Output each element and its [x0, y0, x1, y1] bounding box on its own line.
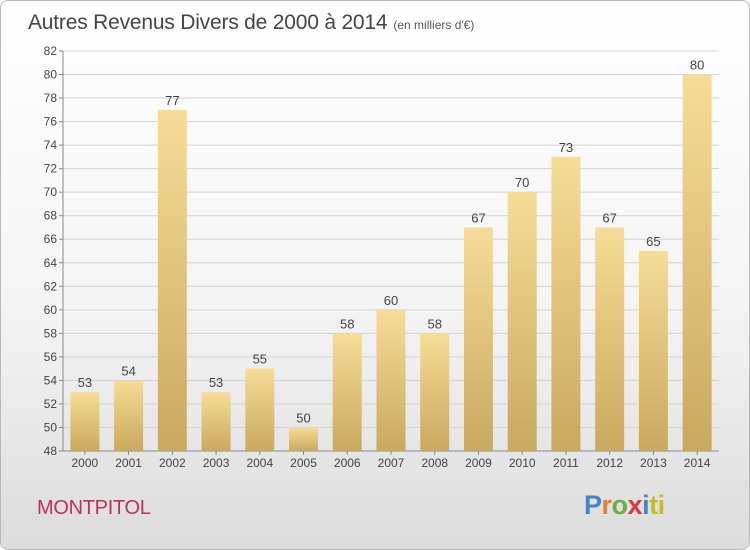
y-tick-label: 66 — [44, 232, 58, 246]
data-label: 65 — [646, 234, 660, 249]
data-label: 80 — [690, 58, 704, 73]
data-label: 53 — [78, 375, 92, 390]
y-tick-label: 72 — [44, 162, 58, 176]
logo-letter: r — [601, 490, 613, 520]
y-tick-label: 68 — [44, 209, 58, 223]
x-tick-label: 2001 — [115, 456, 142, 470]
bar — [551, 156, 581, 451]
bar — [114, 380, 144, 451]
x-tick-label: 2004 — [246, 456, 273, 470]
x-tick-label: 2006 — [334, 456, 361, 470]
y-tick-label: 56 — [44, 350, 58, 364]
chart-title: Autres Revenus Divers de 2000 à 2014 (en … — [28, 11, 474, 35]
data-label: 77 — [165, 93, 179, 108]
data-label: 55 — [253, 352, 267, 367]
y-tick-label: 52 — [44, 397, 58, 411]
y-tick-label: 50 — [44, 420, 58, 434]
bar — [638, 251, 668, 451]
y-tick-label: 70 — [44, 185, 58, 199]
x-tick-label: 2002 — [159, 456, 186, 470]
x-tick-label: 2012 — [596, 456, 623, 470]
title-unit: (en milliers d'€) — [393, 18, 475, 32]
bar — [376, 309, 406, 451]
y-tick-label: 80 — [44, 68, 58, 82]
x-tick-label: 2003 — [203, 456, 230, 470]
x-tick-label: 2005 — [290, 456, 317, 470]
bar — [463, 227, 493, 451]
title-text: Autres Revenus Divers de 2000 à 2014 — [28, 11, 388, 34]
x-tick-label: 2009 — [465, 456, 492, 470]
data-label: 58 — [427, 316, 441, 331]
y-tick-label: 64 — [44, 256, 58, 270]
x-tick-label: 2010 — [509, 456, 536, 470]
bar — [157, 109, 187, 451]
logo-letter: i — [642, 490, 650, 520]
logo-letter: x — [627, 490, 643, 520]
data-label: 67 — [471, 210, 485, 225]
data-label: 67 — [602, 210, 616, 225]
logo-letter: P — [584, 490, 602, 520]
y-tick-label: 74 — [44, 138, 58, 152]
y-tick-label: 76 — [44, 115, 58, 129]
y-tick-label: 60 — [44, 303, 58, 317]
data-label: 58 — [340, 316, 354, 331]
bar — [245, 368, 275, 451]
bar — [332, 333, 362, 451]
bar — [289, 427, 319, 451]
data-label: 50 — [296, 410, 310, 425]
data-label: 53 — [209, 375, 223, 390]
y-tick-label: 78 — [44, 91, 58, 105]
x-tick-label: 2007 — [378, 456, 405, 470]
x-tick-label: 2014 — [684, 456, 711, 470]
commune-name: MONTPITOL — [37, 497, 151, 519]
x-tick-label: 2011 — [553, 456, 579, 470]
bar — [595, 227, 625, 451]
y-tick-label: 58 — [44, 326, 58, 340]
bar — [682, 74, 712, 451]
x-tick-label: 2000 — [72, 456, 99, 470]
y-tick-label: 62 — [44, 279, 58, 293]
logo-letter: o — [611, 490, 629, 520]
data-label: 73 — [559, 140, 573, 155]
x-tick-label: 2013 — [640, 456, 667, 470]
y-tick-label: 54 — [44, 373, 58, 387]
bar — [420, 333, 450, 451]
proxiti-logo: Proxiti — [584, 490, 665, 521]
logo-letter: ti — [649, 490, 665, 520]
bar — [70, 392, 100, 451]
x-tick-label: 2008 — [421, 456, 448, 470]
data-label: 54 — [121, 363, 135, 378]
y-tick-label: 82 — [44, 44, 58, 58]
bar — [507, 192, 537, 452]
bar — [201, 392, 231, 451]
data-label: 70 — [515, 175, 529, 190]
data-label: 60 — [384, 293, 398, 308]
y-tick-label: 48 — [44, 444, 58, 458]
